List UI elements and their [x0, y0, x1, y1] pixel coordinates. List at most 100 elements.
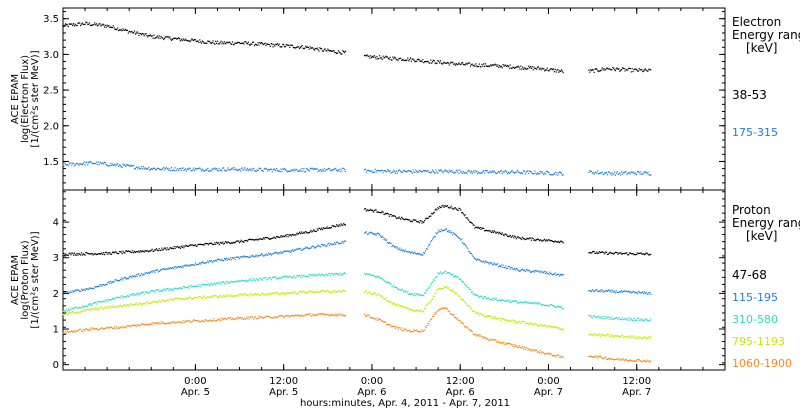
proton-point [150, 302, 152, 304]
proton-point [261, 317, 264, 319]
proton-point [101, 285, 103, 287]
proton-point [187, 265, 189, 267]
electron-point [229, 169, 231, 171]
proton-point [77, 330, 79, 332]
proton-point [648, 254, 650, 256]
proton-point [118, 327, 121, 329]
proton-point [167, 268, 169, 270]
proton-point [63, 332, 65, 334]
electron-point [270, 42, 272, 45]
proton-point [616, 317, 618, 320]
proton-point [148, 251, 150, 253]
proton-point [463, 325, 465, 327]
electron-point [279, 171, 281, 173]
electron-point [277, 44, 279, 46]
proton-point [513, 319, 515, 322]
electron-point [268, 43, 270, 46]
proton-point [222, 260, 224, 262]
proton-point [140, 303, 143, 305]
electron-point [250, 168, 252, 170]
electron-point [364, 55, 367, 57]
proton-point [592, 315, 594, 317]
electron-point [111, 163, 114, 165]
electron-point [133, 31, 135, 34]
proton-point [615, 335, 617, 337]
proton-point [511, 267, 513, 269]
proton-point [446, 307, 448, 309]
proton-point [333, 291, 335, 293]
proton-point [439, 231, 442, 233]
proton-point [522, 348, 525, 350]
proton-point [73, 290, 76, 292]
proton-point [101, 326, 103, 329]
electron-point [270, 168, 272, 170]
proton-point [418, 331, 420, 333]
proton-point [494, 339, 496, 341]
electron-point [304, 171, 306, 173]
proton-point [502, 264, 504, 266]
proton-point [613, 359, 616, 361]
proton-point [459, 208, 461, 210]
proton-point [117, 306, 119, 309]
electron-point [103, 26, 106, 28]
proton-point [449, 207, 451, 209]
electron-point [538, 172, 540, 175]
proton-point [467, 327, 469, 329]
electron-point [116, 29, 118, 31]
proton-point [80, 252, 83, 254]
proton-point [327, 243, 329, 245]
proton-point [198, 285, 200, 288]
proton-point [620, 318, 623, 321]
proton-point [307, 248, 309, 250]
proton-point [471, 291, 473, 293]
proton-point [206, 243, 208, 245]
proton-point [529, 270, 531, 272]
proton-point [162, 299, 164, 301]
proton-point [557, 273, 559, 275]
electron-point [369, 57, 371, 59]
electron-point [628, 172, 630, 174]
proton-point [266, 316, 268, 318]
proton-point [287, 276, 289, 278]
proton-point [530, 350, 532, 352]
proton-point [109, 326, 111, 328]
proton-point [623, 290, 625, 292]
electron-point [598, 173, 600, 175]
proton-point [540, 325, 542, 327]
proton-point [544, 353, 546, 355]
proton-point [484, 295, 486, 298]
proton-point [341, 290, 343, 293]
proton-point [192, 264, 194, 266]
proton-point [472, 255, 474, 258]
proton-point [231, 242, 234, 244]
proton-point [590, 252, 592, 254]
proton-point [601, 318, 603, 320]
electron-point [120, 29, 122, 31]
electron-point [295, 46, 297, 49]
proton-point [133, 275, 136, 277]
electron-point [393, 170, 396, 173]
proton-point [469, 288, 471, 290]
proton-point [344, 273, 347, 275]
electron-point [208, 170, 210, 172]
proton-point [223, 295, 226, 297]
proton-point [284, 275, 287, 277]
proton-point [321, 289, 323, 292]
proton-point [276, 235, 278, 238]
proton-point [229, 317, 231, 319]
proton-point [227, 257, 229, 259]
proton-point [276, 291, 278, 294]
electron-point [235, 168, 237, 170]
electron-point [147, 36, 149, 38]
proton-point [620, 318, 622, 320]
proton-point [224, 317, 227, 319]
proton-point [406, 306, 408, 309]
proton-point [634, 292, 636, 294]
proton-point [475, 294, 477, 296]
proton-point [148, 324, 151, 326]
proton-point [559, 242, 561, 244]
proton-point [255, 278, 257, 280]
proton-point [205, 297, 207, 299]
electron-point [502, 171, 504, 173]
proton-point [259, 277, 261, 279]
